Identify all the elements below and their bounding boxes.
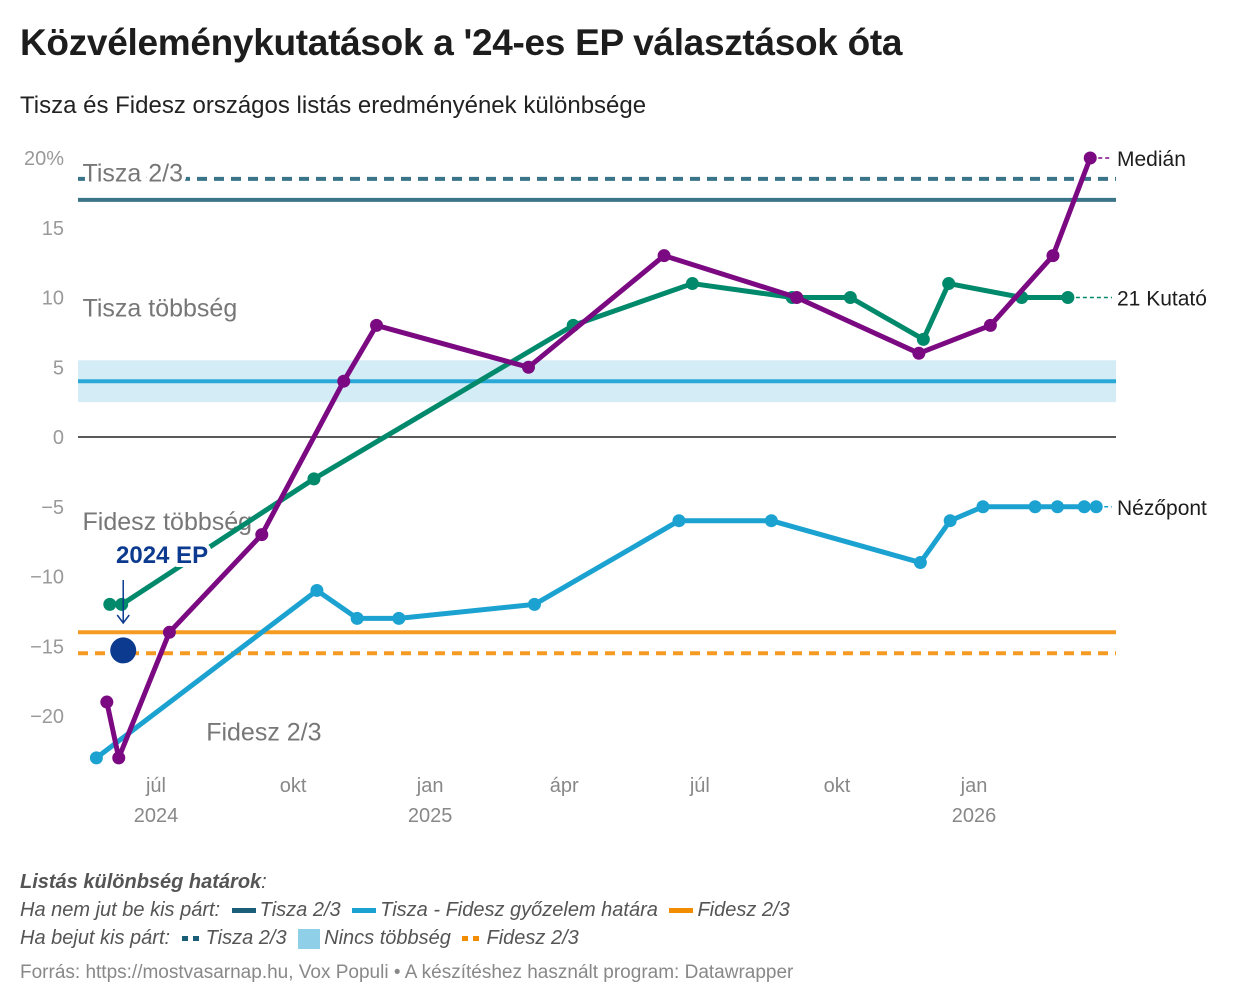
data-point — [1050, 500, 1064, 514]
legend-item: Tisza 2/3 — [259, 899, 341, 921]
y-tick-label: −10 — [30, 567, 64, 589]
data-point — [843, 291, 857, 304]
data-point — [942, 277, 956, 291]
data-point — [976, 500, 990, 514]
data-point — [112, 751, 126, 765]
data-point — [943, 514, 957, 528]
series-label: 21 Kutató — [1117, 288, 1207, 311]
zone-label: Fidesz 2/3 — [206, 719, 321, 747]
arrow-head-icon — [116, 614, 130, 625]
chart-subtitle: Tisza és Fidesz országos listás eredmény… — [20, 92, 647, 119]
legend-swatch-win-threshold — [352, 908, 377, 914]
legend-row-2: Ha bejut kis párt: Tisza 2/3 Nincs többs… — [20, 924, 790, 952]
annotation-label: 2024 EP — [116, 542, 208, 569]
legend-item: Tisza - Fidesz győzelem határa — [380, 899, 658, 921]
legend-row-1-label: Ha nem jut be kis párt: — [20, 899, 221, 921]
x-tick-label: jan — [960, 775, 988, 797]
data-point — [255, 528, 269, 542]
y-tick-label: −15 — [30, 636, 64, 658]
data-point — [100, 695, 114, 709]
data-point — [1077, 500, 1091, 514]
legend-item: Fidesz 2/3 — [697, 899, 790, 921]
zone-label: Fidesz többség — [83, 508, 253, 536]
legend-swatch-fidesz-2-3 — [669, 908, 694, 914]
data-point — [370, 318, 384, 332]
legend-swatch-tisza-2-3-dashed — [181, 936, 202, 942]
legend-row-1: Ha nem jut be kis párt: Tisza 2/3 Tisza … — [20, 896, 790, 924]
x-tick-label: ápr — [550, 775, 579, 797]
data-point — [522, 360, 535, 374]
y-tick-label: −20 — [30, 706, 64, 728]
series-label: Nézőpont — [1117, 497, 1207, 520]
y-tick-label: 0 — [53, 427, 64, 449]
data-point — [1061, 291, 1075, 304]
x-tick-label: okt — [280, 775, 307, 797]
y-tick-label: 15 — [42, 218, 64, 240]
y-tick-label: 5 — [53, 357, 64, 379]
source-note: Forrás: https://mostvasarnap.hu, Vox Pop… — [20, 962, 794, 983]
data-point — [764, 514, 778, 528]
legend-row-2-label: Ha bejut kis párt: — [20, 927, 171, 949]
data-point — [310, 583, 324, 597]
x-tick-label: okt — [824, 775, 851, 797]
x-tick-year: 2024 — [134, 805, 179, 827]
legend-swatch-fidesz-2-3-dashed — [462, 936, 483, 942]
y-tick-label: 10 — [42, 288, 64, 310]
data-point — [103, 597, 117, 611]
data-point — [89, 751, 103, 765]
data-point — [913, 556, 927, 570]
y-tick-label: −5 — [41, 497, 64, 519]
legend-swatch-tisza-2-3 — [231, 908, 256, 914]
data-point — [790, 291, 804, 304]
zone-label: Tisza 2/3 — [83, 159, 184, 187]
legend: Listás különbség határok: Ha nem jut be … — [20, 868, 790, 952]
data-point — [1028, 500, 1042, 514]
series-line-medián — [104, 157, 1093, 761]
legend-swatch-no-majority — [298, 928, 321, 949]
data-point — [350, 611, 364, 625]
series-label: Medián — [1117, 148, 1186, 171]
data-point — [527, 597, 541, 611]
legend-item: Nincs többség — [324, 927, 451, 949]
x-tick-year: 2025 — [408, 805, 453, 827]
data-point — [983, 318, 997, 332]
y-tick-label: 20% — [24, 148, 64, 170]
legend-heading: Listás különbség határok — [20, 871, 262, 893]
x-tick-year: 2026 — [952, 805, 997, 827]
data-point — [672, 514, 686, 528]
data-point — [337, 374, 351, 388]
x-tick-label: jan — [416, 775, 444, 797]
data-point — [657, 249, 671, 263]
x-tick-label: júl — [145, 775, 166, 797]
data-point — [916, 332, 930, 346]
data-point — [912, 346, 926, 360]
line-chart: 20% 15 10 5 0 −5 −10 −15 −20 júl 2024 okt jan 2025 ápr… — [24, 148, 1207, 827]
x-tick-label: júl — [689, 775, 710, 797]
data-point — [392, 611, 406, 625]
data-point — [307, 472, 321, 486]
data-point — [115, 597, 129, 611]
chart-title: Közvéleménykutatások a '24-es EP választ… — [20, 22, 903, 63]
legend-item: Tisza 2/3 — [205, 927, 287, 949]
ep-2024-marker — [110, 637, 137, 664]
zone-label: Tisza többség — [83, 295, 238, 323]
legend-item: Fidesz 2/3 — [486, 927, 579, 949]
data-point — [162, 625, 176, 639]
data-point — [1089, 500, 1103, 514]
data-point — [1046, 249, 1060, 263]
data-point — [1083, 151, 1097, 165]
data-point — [685, 277, 699, 291]
